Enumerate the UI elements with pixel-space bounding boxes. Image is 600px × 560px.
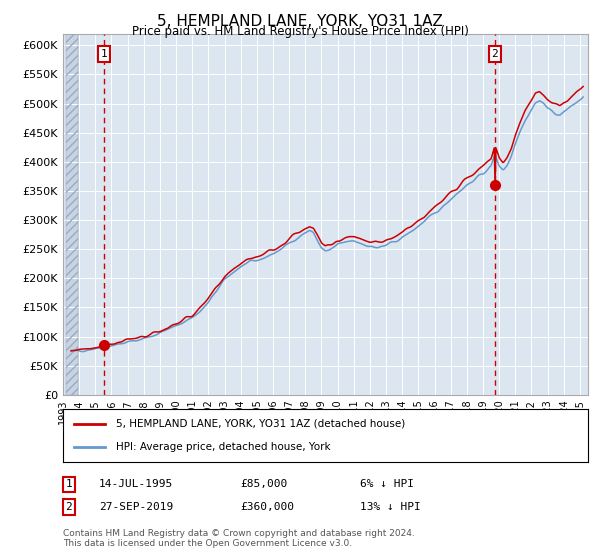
Text: 1: 1 (65, 479, 73, 489)
Text: 5, HEMPLAND LANE, YORK, YO31 1AZ (detached house): 5, HEMPLAND LANE, YORK, YO31 1AZ (detach… (115, 419, 405, 429)
Text: 27-SEP-2019: 27-SEP-2019 (99, 502, 173, 512)
Text: Price paid vs. HM Land Registry's House Price Index (HPI): Price paid vs. HM Land Registry's House … (131, 25, 469, 38)
Text: 14-JUL-1995: 14-JUL-1995 (99, 479, 173, 489)
Text: 5, HEMPLAND LANE, YORK, YO31 1AZ: 5, HEMPLAND LANE, YORK, YO31 1AZ (157, 14, 443, 29)
Text: Contains HM Land Registry data © Crown copyright and database right 2024.
This d: Contains HM Land Registry data © Crown c… (63, 529, 415, 548)
Text: 1: 1 (101, 49, 107, 59)
Text: 6% ↓ HPI: 6% ↓ HPI (360, 479, 414, 489)
Text: 13% ↓ HPI: 13% ↓ HPI (360, 502, 421, 512)
Text: £360,000: £360,000 (240, 502, 294, 512)
Text: £85,000: £85,000 (240, 479, 287, 489)
Text: 2: 2 (491, 49, 499, 59)
Text: 2: 2 (65, 502, 73, 512)
Text: HPI: Average price, detached house, York: HPI: Average price, detached house, York (115, 442, 330, 452)
